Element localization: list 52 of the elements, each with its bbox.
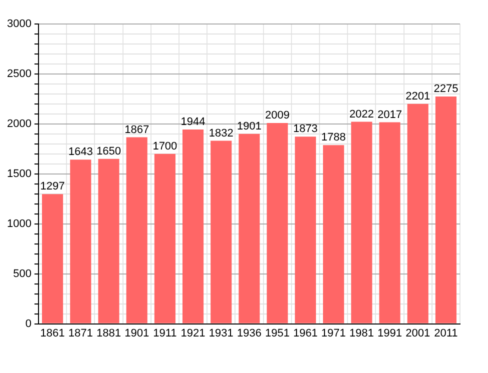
x-tick-label: 2011 [434,327,458,340]
data-label: 1873 [293,123,318,136]
data-label: 2017 [378,108,402,121]
data-label: 1700 [152,140,178,152]
y-tick-label: 1000 [6,218,32,230]
data-label: 1901 [236,120,262,132]
bar [238,134,260,324]
x-tick-label: 1971 [321,327,346,340]
x-tick-label: 1871 [68,327,93,340]
bar [42,194,64,324]
bar [126,137,148,324]
y-tick-label: 3000 [6,18,32,30]
y-tick-label: 0 [25,318,32,330]
bar [182,130,204,324]
bar [70,160,92,324]
x-tick-label: 2001 [406,327,430,340]
x-tick-label: 1911 [153,327,177,340]
data-label: 2201 [406,90,430,102]
x-tick-label: 1961 [293,327,318,340]
bar [379,122,400,324]
data-label: 1944 [180,116,206,128]
x-tick-label: 1981 [349,327,374,340]
data-label: 2275 [434,82,458,95]
x-tick-label: 1991 [378,327,402,340]
data-label: 2022 [349,108,374,120]
bar [435,96,456,324]
bar [266,123,288,324]
bar [98,158,120,324]
y-tick-label: 2500 [6,68,32,80]
y-tick-label: 1500 [6,168,32,180]
x-tick-label: 1881 [96,327,121,340]
bar [210,140,232,324]
bar [407,104,428,324]
data-label: 1832 [208,127,234,140]
data-label: 1867 [124,124,150,136]
bar [154,154,176,324]
data-label: 1788 [321,132,346,144]
y-tick-label: 500 [13,268,32,280]
data-label: 1650 [96,145,121,158]
data-label: 1643 [68,146,93,158]
bar [294,136,316,324]
x-tick-label: 1901 [124,327,150,340]
bar [351,122,372,324]
data-label: 1297 [40,180,65,193]
y-tick-label: 2000 [6,118,32,130]
data-label: 2009 [265,110,290,122]
x-tick-label: 1931 [208,327,234,340]
x-tick-label: 1861 [40,327,65,340]
x-tick-label: 1921 [180,327,206,340]
x-tick-label: 1936 [236,327,262,340]
x-tick-label: 1951 [265,327,290,340]
bar [323,145,344,324]
